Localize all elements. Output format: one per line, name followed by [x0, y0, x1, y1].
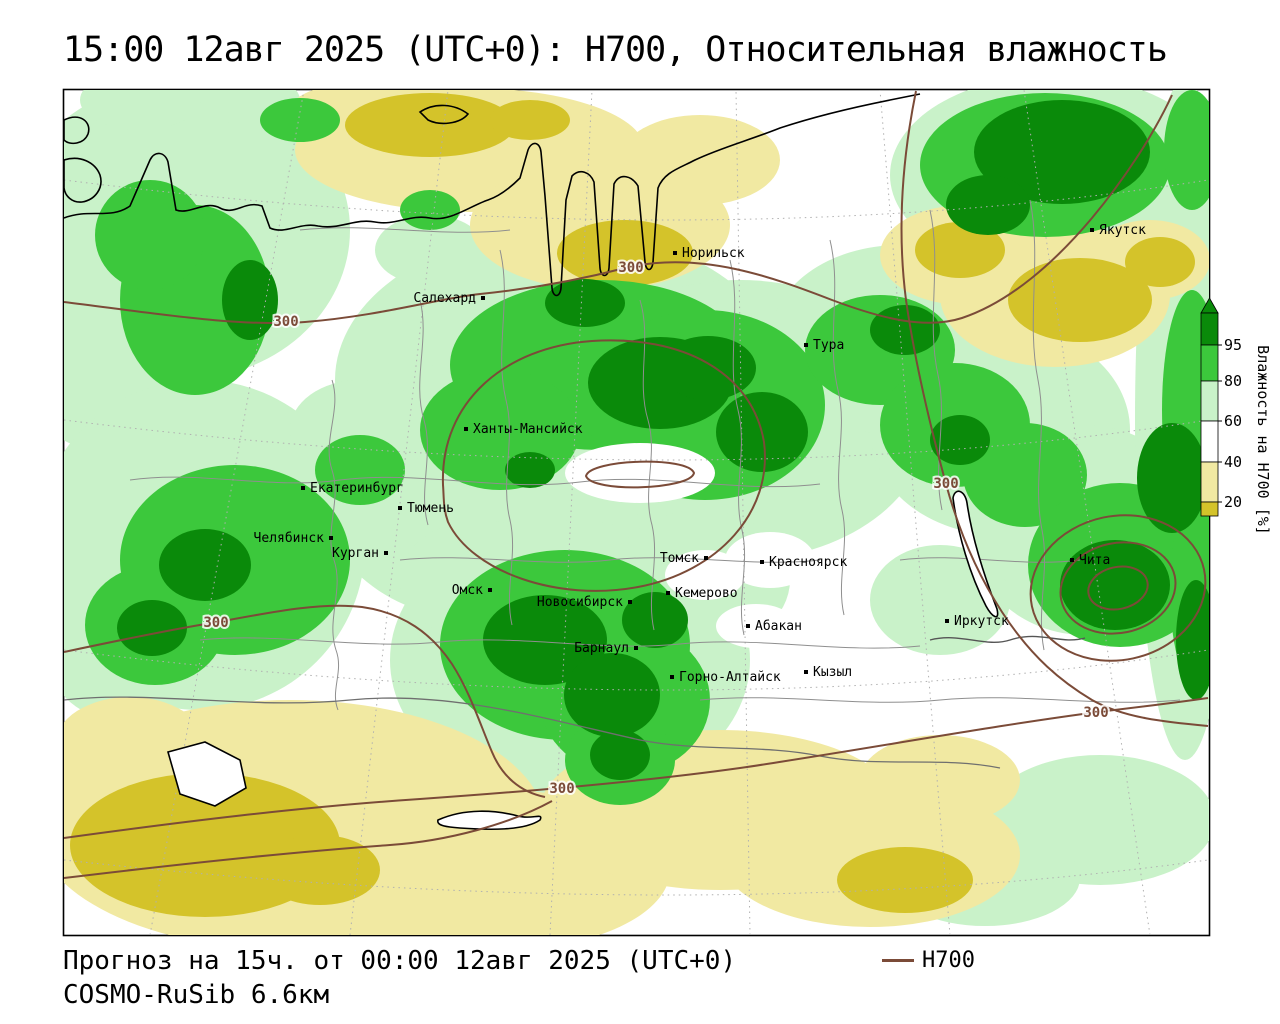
page-title: 15:00 12авг 2025 (UTC+0): H700, Относите… — [63, 30, 1168, 70]
city-marker — [329, 536, 333, 540]
contour-value-label: 300 — [273, 314, 298, 330]
colorbar-segment — [1200, 461, 1219, 503]
city-label: Абакан — [755, 619, 802, 634]
city-label: Барнаул — [574, 641, 629, 656]
city-marker — [1070, 558, 1074, 562]
colorbar-tick-label: 80 — [1224, 372, 1242, 390]
city-label: Томск — [660, 551, 699, 566]
contour-value-label: 300 — [618, 260, 643, 276]
city-label: Ханты-Мансийск — [473, 422, 583, 437]
city-marker — [945, 619, 949, 623]
city-marker — [398, 506, 402, 510]
cities-layer: Норильск Салехард Тура Якутск Ханты-Мансийск… — [254, 223, 1147, 685]
forecast-info: Прогноз на 15ч. от 00:00 12авг 2025 (UTC… — [63, 946, 737, 976]
colorbar-segment — [1200, 344, 1219, 382]
city-marker — [384, 551, 388, 555]
city-marker — [488, 588, 492, 592]
city-label: Челябинск — [254, 531, 325, 546]
city-label: Иркутск — [954, 614, 1009, 629]
contour-value-label: 300 — [203, 615, 228, 631]
city-label: Чита — [1079, 553, 1110, 568]
city-marker — [628, 600, 632, 604]
city-marker — [464, 427, 468, 431]
h700-line-sample — [882, 959, 914, 962]
city-label: Норильск — [682, 246, 745, 261]
h700-legend-label: H700 — [922, 948, 975, 973]
contour-value-label: 300 — [549, 781, 574, 797]
city-label: Якутск — [1099, 223, 1146, 238]
city-marker — [704, 556, 708, 560]
colorbar-tick-label: 60 — [1224, 412, 1242, 430]
contour-value-label: 300 — [933, 476, 958, 492]
city-label: Новосибирск — [537, 595, 623, 610]
city-marker — [481, 296, 485, 300]
city-marker — [760, 560, 764, 564]
model-info: COSMO-RuSib 6.6км — [63, 980, 330, 1010]
colorbar-segment — [1200, 312, 1219, 346]
colorbar-tick-label: 40 — [1224, 453, 1242, 471]
humidity-colorbar: 95 80 60 40 20 Влажность на H700 [%] — [1200, 297, 1272, 535]
city-marker — [666, 591, 670, 595]
city-marker — [746, 624, 750, 628]
city-label: Тюмень — [407, 501, 454, 516]
contour-value-label: 300 — [1083, 705, 1108, 721]
city-marker — [301, 486, 305, 490]
contour-labels-layer: 300 300 300 300 300 300 — [201, 258, 1110, 799]
city-label: Омск — [452, 583, 483, 598]
city-marker — [804, 343, 808, 347]
city-label: Тура — [813, 338, 844, 353]
h700-contours — [64, 90, 1209, 879]
city-marker — [670, 675, 674, 679]
colorbar-tick-label: 95 — [1224, 336, 1242, 354]
city-label: Курган — [332, 546, 379, 561]
city-label: Салехард — [413, 291, 476, 306]
colorbar-segment — [1200, 380, 1219, 422]
city-label: Горно-Алтайск — [679, 670, 781, 685]
colorbar-title: Влажность на H700 [%] — [1254, 345, 1272, 535]
lake-balkhash — [437, 810, 542, 831]
humidity-field — [64, 90, 1209, 935]
city-label: Кемерово — [675, 586, 738, 601]
colorbar-segment — [1200, 501, 1219, 517]
city-marker — [634, 646, 638, 650]
city-marker — [1090, 228, 1094, 232]
colorbar-segment — [1200, 420, 1219, 463]
lake-aral — [167, 741, 247, 807]
city-marker — [804, 670, 808, 674]
legend-h700: H700 — [882, 948, 975, 973]
admin-boundaries — [64, 199, 1181, 769]
city-label: Красноярск — [769, 555, 847, 570]
colorbar-tick-label: 20 — [1224, 493, 1242, 511]
city-label: Екатеринбург — [310, 481, 404, 496]
city-marker — [673, 251, 677, 255]
city-label: Кызыл — [813, 665, 852, 680]
